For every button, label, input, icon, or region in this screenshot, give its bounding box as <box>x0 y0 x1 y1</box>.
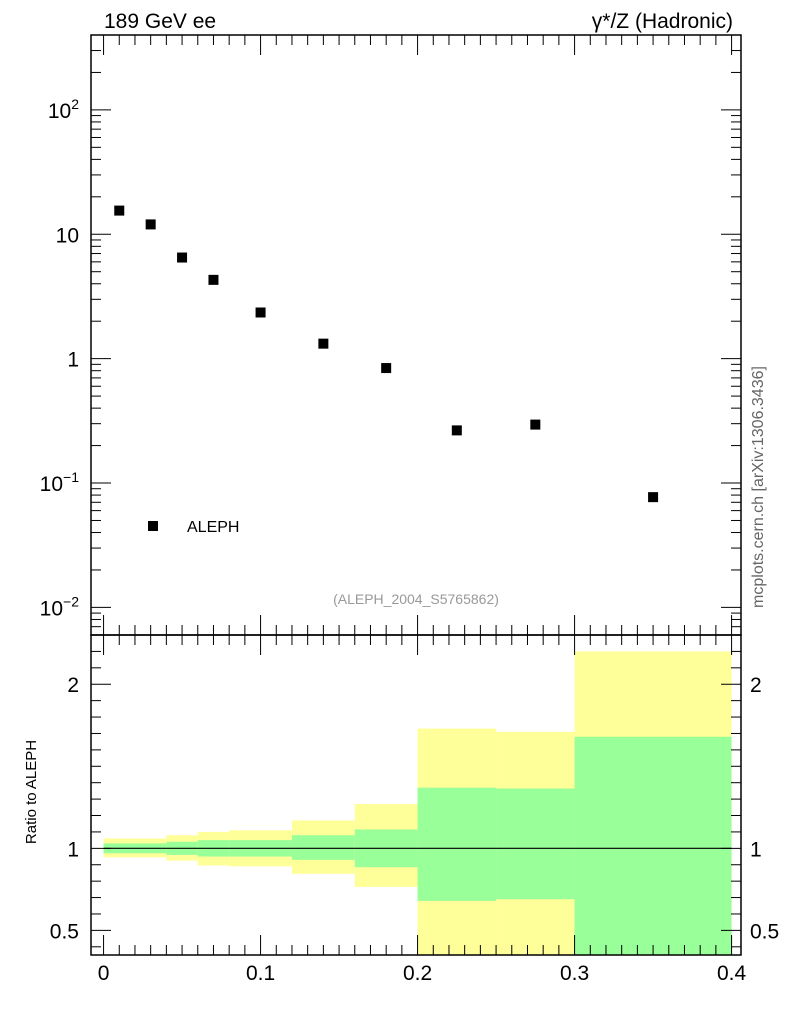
ratio-y-tick-label-right: 0.5 <box>750 920 779 943</box>
legend-label-aleph: ALEPH <box>187 519 239 536</box>
data-point <box>145 219 156 230</box>
inner-band-bin-7 <box>417 787 497 901</box>
main-panel-frame <box>90 34 742 636</box>
ratio-panel-frame <box>90 634 742 956</box>
main-axis-ticks <box>91 34 741 636</box>
source-side-label: mcplots.cern.ch [arXiv:1306.3436] <box>750 366 767 608</box>
data-point <box>255 307 266 318</box>
ratio-y-axis-label: Ratio to ALEPH <box>23 740 40 844</box>
ratio-y-tick-label-right: 2 <box>750 674 762 697</box>
data-point <box>451 425 462 436</box>
main-y-tick-labels: 10−2 10−1 1 10 102 <box>40 96 80 621</box>
x-tick-label: 0.3 <box>560 962 589 985</box>
analysis-id-label: (ALEPH_2004_S5765862) <box>333 591 499 607</box>
data-point <box>208 274 219 285</box>
legend-marker <box>148 521 158 531</box>
inner-band-bin-9 <box>574 736 732 955</box>
main-y-tick-label: 10−2 <box>40 593 80 620</box>
main-y-tick-label: 10 <box>56 224 79 247</box>
ratio-bands <box>103 651 732 955</box>
x-tick-labels: 0 0.1 0.2 0.3 0.4 <box>98 962 747 985</box>
main-y-tick-label: 102 <box>48 96 79 123</box>
ratio-y-tick-label-right: 1 <box>750 838 762 861</box>
ratio-y-tick-label-left: 0.5 <box>50 920 79 943</box>
main-y-tick-label: 1 <box>67 349 79 372</box>
data-point <box>177 252 188 263</box>
x-tick-label: 0.1 <box>246 962 275 985</box>
data-point <box>530 419 541 430</box>
inner-band-bin-5 <box>291 835 355 860</box>
aleph-data-points <box>114 205 659 503</box>
data-point <box>318 338 329 349</box>
ratio-y-tick-label-left: 2 <box>67 674 79 697</box>
main-y-tick-label: 10−1 <box>40 469 80 496</box>
ratio-y-tick-labels: 0.5 0.5 1 1 2 2 <box>50 674 779 943</box>
x-tick-label: 0 <box>98 962 110 985</box>
x-tick-label: 0.4 <box>717 962 747 985</box>
ratio-y-tick-label-left: 1 <box>67 838 79 861</box>
inner-band-bin-8 <box>496 788 575 900</box>
data-point <box>648 492 659 503</box>
x-tick-label: 0.2 <box>403 962 432 985</box>
data-point <box>114 205 125 216</box>
process-title: γ*/Z (Hadronic) <box>592 10 733 33</box>
ratio-axis-ticks <box>91 634 741 955</box>
collision-energy-title: 189 GeV ee <box>104 10 216 33</box>
data-point <box>381 363 392 374</box>
